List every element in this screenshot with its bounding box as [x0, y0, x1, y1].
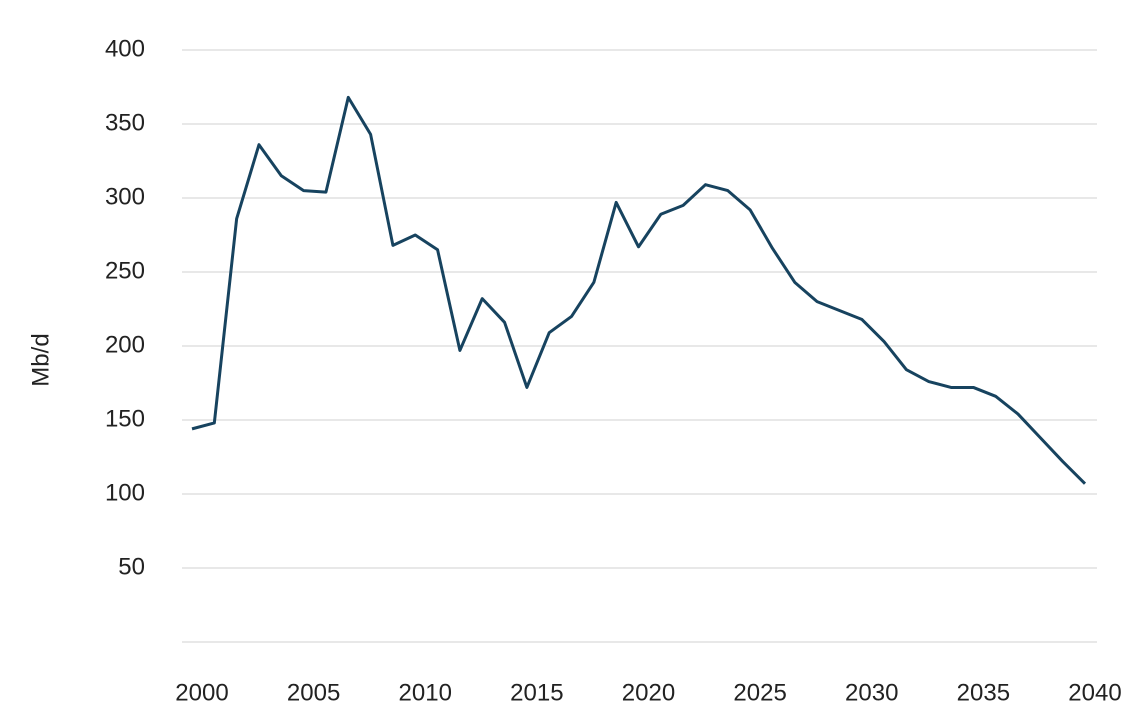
line-series: [191, 95, 1087, 485]
x-tick-label: 2020: [622, 679, 675, 706]
y-tick-label: 200: [105, 331, 145, 358]
x-tick-label: 2005: [287, 679, 340, 706]
x-tick-label: 2010: [399, 679, 452, 706]
y-tick-label: 100: [105, 479, 145, 506]
y-tick-label: 350: [105, 109, 145, 136]
y-tick-label: 50: [118, 553, 145, 580]
y-tick-label: 400: [105, 35, 145, 62]
x-tick-label: 2000: [175, 679, 228, 706]
y-tick-label: 150: [105, 405, 145, 432]
y-axis-label: Mb/d: [27, 333, 54, 386]
x-tick-label: 2030: [845, 679, 898, 706]
x-tick-label: 2015: [510, 679, 563, 706]
x-tick-label: 2040: [1068, 679, 1121, 706]
y-tick-label: 250: [105, 257, 145, 284]
x-tick-label: 2035: [957, 679, 1010, 706]
x-tick-label: 2025: [733, 679, 786, 706]
y-tick-label: 300: [105, 183, 145, 210]
